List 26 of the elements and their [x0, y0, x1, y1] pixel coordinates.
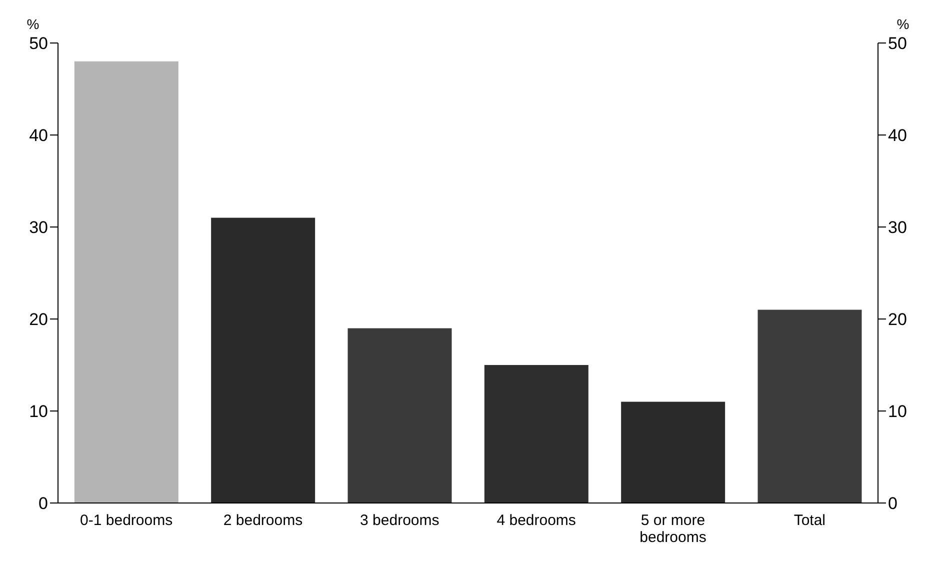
y2-tick-label: 30	[888, 218, 907, 238]
bar	[348, 328, 452, 503]
y2-tick-label: 10	[888, 402, 907, 422]
y-axis-title: %	[26, 16, 40, 32]
y2-axis-title: %	[896, 16, 910, 32]
y2-tick-label: 20	[888, 310, 907, 330]
bar	[621, 402, 726, 503]
y-tick-label: 30	[29, 218, 48, 238]
bar	[484, 365, 588, 503]
bar	[74, 61, 178, 503]
x-tick-label: 2 bedrooms	[223, 512, 303, 529]
y2-tick-label: 0	[888, 494, 898, 514]
x-tick-label: 4 bedrooms	[496, 512, 576, 529]
bar	[211, 218, 316, 503]
y-tick-label: 10	[29, 402, 48, 422]
y-tick-label: 0	[38, 494, 48, 514]
y-tick-label: 40	[29, 126, 48, 146]
y2-tick-label: 40	[888, 126, 907, 146]
x-tick-label: 3 bedrooms	[360, 512, 440, 529]
y-tick-label: 50	[29, 34, 48, 54]
y-tick-label: 20	[29, 310, 48, 330]
x-tick-label: 5 or more bedrooms	[640, 512, 706, 546]
x-tick-label: 0-1 bedrooms	[80, 512, 173, 529]
bar	[758, 310, 862, 503]
y2-tick-label: 50	[888, 34, 907, 54]
x-tick-label: Total	[794, 512, 826, 529]
